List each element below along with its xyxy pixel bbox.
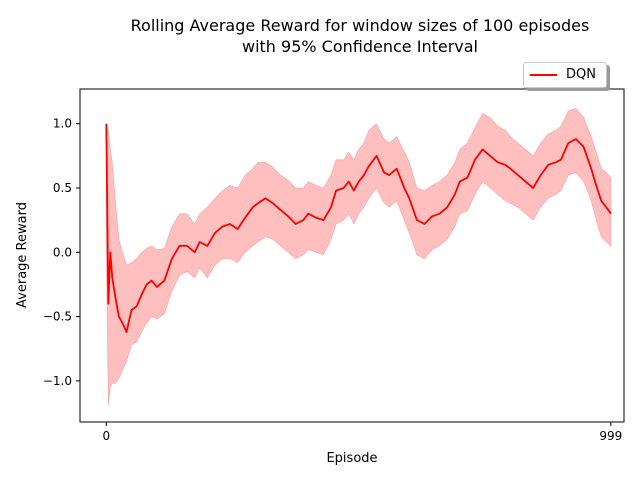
- y-tick-label-4: 1.0: [53, 117, 72, 131]
- x-tick-label-1: 999: [599, 429, 622, 443]
- plot-area: [80, 89, 624, 422]
- y-axis-label: Average Reward: [15, 202, 30, 308]
- y-tick-label-0: −1.0: [43, 374, 72, 388]
- legend-swatch-dqn: [530, 74, 557, 76]
- legend-label-dqn: DQN: [566, 67, 596, 82]
- legend: DQN: [523, 62, 607, 88]
- x-axis-label: Episode: [326, 451, 377, 466]
- confidence-band-dqn: [105, 107, 612, 407]
- chart-title-line-1: Rolling Average Reward for window sizes …: [130, 16, 590, 35]
- x-tick-label-0: 0: [102, 429, 110, 443]
- y-tick-label-1: −0.5: [43, 310, 72, 324]
- series-line-dqn: [105, 123, 612, 333]
- y-tick-label-3: 0.5: [53, 181, 72, 195]
- chart-title-line-2: with 95% Confidence Interval: [242, 37, 478, 56]
- y-tick-label-2: 0.0: [53, 245, 72, 259]
- plot-frame: [79, 88, 625, 423]
